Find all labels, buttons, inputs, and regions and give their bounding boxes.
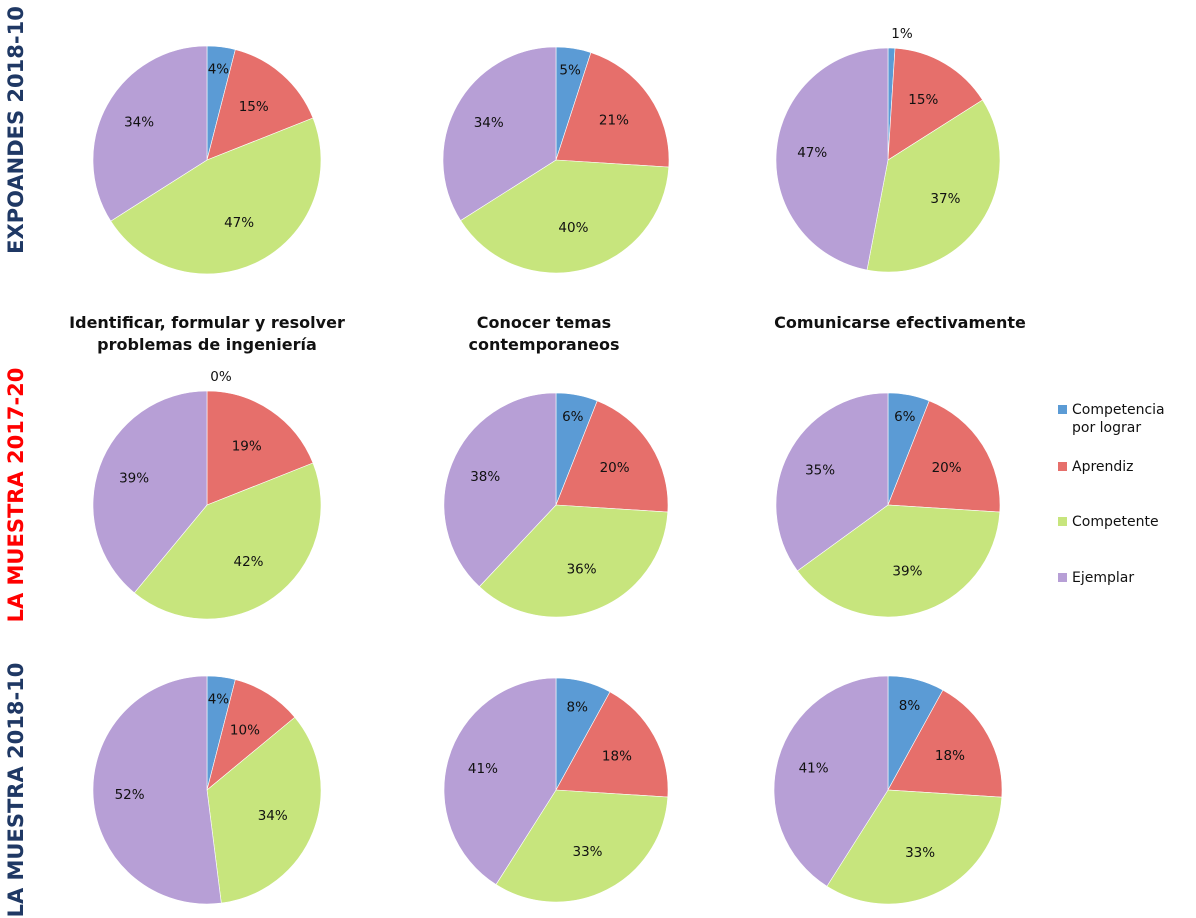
pie-data-label: 36% <box>567 562 597 578</box>
pie-data-label: 15% <box>239 99 269 115</box>
pie-slice-ejemplar <box>442 46 557 221</box>
pie-data-label: 20% <box>600 460 630 476</box>
pie-r2-c3: 6% 20% 39% 35% <box>775 392 1001 618</box>
column-title-1: problemas de ingeniería <box>97 335 317 354</box>
pie-data-label: 4% <box>208 692 230 708</box>
pie-slice-aprendiz <box>887 47 983 161</box>
pie-data-label: 39% <box>119 471 149 487</box>
column-titles: Identificar, formular y resolver problema… <box>69 313 1026 354</box>
pie-slice-aprendiz <box>887 400 1001 513</box>
legend-swatch-ejemplar <box>1058 573 1067 582</box>
column-title-3: Comunicarse efectivamente <box>774 313 1026 332</box>
pie-slice-ejemplar <box>443 392 557 588</box>
pie-slice-aprendiz <box>887 689 1003 798</box>
pie-data-label: 0% <box>210 369 232 385</box>
pie-data-label: 34% <box>474 115 504 131</box>
pie-slice-competente <box>110 117 322 275</box>
pie-data-label: 33% <box>905 845 935 861</box>
pie-slice-competente <box>133 462 322 620</box>
pie-data-label: 8% <box>566 700 588 716</box>
pie-r3-c2: 8% 18% 33% 41% <box>443 677 669 903</box>
row-label-1: EXPOANDES 2018-10 <box>4 6 28 254</box>
pie-slice-aprendiz <box>206 49 314 161</box>
pie-data-label: 19% <box>232 439 262 455</box>
pie-data-label: 40% <box>558 220 588 236</box>
pie-data-label: 41% <box>468 761 498 777</box>
pie-data-label: 21% <box>599 113 629 129</box>
pie-slice-ejemplar <box>92 45 208 222</box>
pie-data-label: 6% <box>562 409 584 425</box>
pie-r2-c2: 6% 20% 36% 38% <box>443 392 669 618</box>
pie-data-label: 34% <box>258 808 288 824</box>
pie-slice-aprendiz <box>555 400 669 513</box>
legend-swatch-aprendiz <box>1058 462 1067 471</box>
pie-slice-ejemplar <box>775 47 889 271</box>
pie-r1-c1: 4% 15% 47% 34% <box>92 45 322 275</box>
legend-entry: Aprendiz <box>1072 459 1134 475</box>
pie-slice-competente <box>866 99 1001 273</box>
pie-slice-competente <box>826 789 1003 905</box>
legend-swatch-competente <box>1058 517 1067 526</box>
pie-data-label: 52% <box>115 787 145 803</box>
pie-slice-aprendiz <box>555 691 669 798</box>
pie-data-label: 4% <box>208 62 230 78</box>
pie-slice-aprendiz <box>555 52 670 168</box>
legend: Competencia por lograr Aprendiz Competente E… <box>1058 402 1165 586</box>
pie-data-label: 8% <box>899 698 921 714</box>
pie-slice-competente <box>460 159 670 274</box>
pie-data-label: 42% <box>233 554 263 570</box>
legend-entry: por lograr <box>1072 420 1141 436</box>
pie-r1-c2: 5% 21% 40% 34% <box>442 46 670 274</box>
pie-slice-ejemplar <box>775 392 889 572</box>
row-label-2: LA MUESTRA 2017-20 <box>4 368 28 623</box>
pie-data-label: 6% <box>894 409 916 425</box>
pie-data-label: 15% <box>908 92 938 108</box>
pie-data-label: 20% <box>932 460 962 476</box>
pie-slice-aprendiz <box>206 390 314 506</box>
pie-slice-aprendiz <box>206 679 296 791</box>
pie-data-label: 18% <box>935 748 965 764</box>
pie-data-label: 47% <box>797 145 827 161</box>
column-title-2: Conocer temas <box>477 313 611 332</box>
pie-r2-c1: 0% 19% 42% 39% <box>92 369 322 620</box>
pie-slice-ejemplar <box>773 675 889 887</box>
pie-data-label: 39% <box>892 564 922 580</box>
pie-data-label: 33% <box>572 844 602 860</box>
pie-slice-ejemplar <box>92 675 222 905</box>
pie-slice-competente <box>495 789 669 903</box>
pie-r3-c1: 4%10% 34% 52% <box>92 675 322 905</box>
pie-slice-competente <box>796 504 1001 618</box>
column-title-1: Identificar, formular y resolver <box>69 313 345 332</box>
legend-entry: Competencia <box>1072 402 1165 418</box>
pie-data-label: 38% <box>470 469 500 485</box>
pie-data-label: 47% <box>224 215 254 231</box>
pie-r3-c3: 8% 18% 33% 41% <box>773 675 1003 905</box>
pie-data-label: 5% <box>559 63 581 79</box>
pie-data-label: 10% <box>230 722 260 738</box>
pie-data-label: 37% <box>930 191 960 207</box>
row-labels: EXPOANDES 2018-10 LA MUESTRA 2017-20 LA MU… <box>4 6 28 917</box>
pie-slice-ejemplar <box>92 390 208 594</box>
column-title-2: contemporaneos <box>469 335 620 354</box>
pie-data-label: 1% <box>891 26 913 42</box>
pie-slice-competente <box>206 716 322 904</box>
pie-data-label: 34% <box>124 115 154 131</box>
pie-data-label: 35% <box>805 462 835 478</box>
legend-entry: Competente <box>1072 514 1159 530</box>
legend-swatch-competencia-por-lograr <box>1058 405 1067 414</box>
pie-data-label: 18% <box>602 749 632 765</box>
pies: 4% 15% 47% 34% 5% 21% 40% 34% 1% 15% 37% 47% 0% 19% 42… <box>92 26 1003 905</box>
pie-r1-c3: 1% 15% 37% 47% <box>775 26 1001 273</box>
pie-slice-ejemplar <box>443 677 557 885</box>
legend-entry: Ejemplar <box>1072 570 1134 586</box>
pie-slice-competente <box>478 504 669 618</box>
row-label-3: LA MUESTRA 2018-10 <box>4 663 28 918</box>
pie-data-label: 41% <box>799 760 829 776</box>
